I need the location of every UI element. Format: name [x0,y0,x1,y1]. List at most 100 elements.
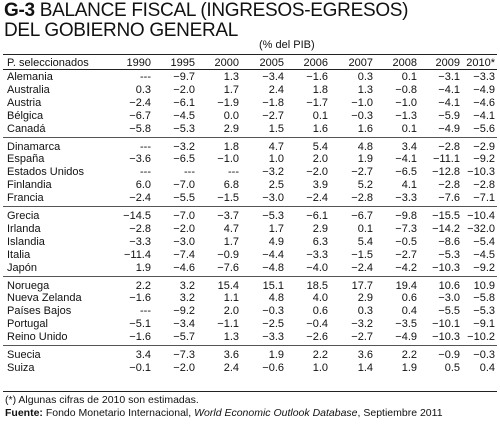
footnote: (*) Algunas cifras de 2010 son estimadas… [5,394,199,406]
value-cell: −2.4 [129,192,151,205]
value-cell: 5.4 [357,235,373,248]
value-cell: 6.8 [223,179,239,192]
year-header: 1995 [170,57,195,69]
value-cell: 1.4 [357,361,373,374]
value-cell: −2.7 [395,248,417,261]
value-cell: 3.6 [357,349,373,361]
value-cell: −9.2 [473,261,495,274]
table-row: Italia −11.4 −7.4 −0.9 −4.4 −3.3 −1.5 −2.7 −5.3−… [3,249,497,261]
country-name: Suiza [7,361,35,374]
value-cell: −4.6 [473,96,495,109]
table-row: Estados Unidos --- --- --- −3.2 −2.0 −2.7 −6.5 −… [3,166,497,178]
value-cell: −5.9 [438,109,460,122]
value-cell: 1.9 [268,349,284,361]
value-cell: −10.1 [432,318,460,331]
value-cell: −8.6 [438,235,460,248]
value-cell: 10.6 [438,279,460,292]
value-cell: 0.4 [479,361,495,374]
value-cell: −10.3 [432,261,460,274]
value-cell: −4.5 [173,109,195,122]
value-cell: −1.6 [129,331,151,344]
country-name: Nueva Zelanda [7,292,82,305]
table-row: Países Bajos --- −9.2 2.0 −0.3 0.6 0.3 0.4 −5.5−… [3,305,497,317]
source-database: World Economic Outlook Database [194,407,358,419]
value-cell: --- [140,166,151,179]
value-cell: −9.7 [173,71,195,83]
value-cell: 2.4 [223,361,239,374]
country-name: Reino Unido [7,331,68,344]
table-row: Alemania --- −9.7 1.3 −3.4 −1.6 0.3 0.1 −3.1 −3.3 [3,71,497,83]
value-cell: −3.5 [395,318,417,331]
year-header: 2000 [214,57,239,69]
value-cell: −10.2 [467,331,495,344]
group-separator [3,275,497,277]
country-name: Países Bajos [7,305,72,318]
value-cell: 1.5 [268,122,284,135]
value-cell: −7.0 [173,179,195,192]
value-cell: −0.8 [395,83,417,96]
value-cell: 3.9 [312,179,328,192]
value-cell: 2.9 [312,222,328,235]
country-name: Japón [7,261,37,274]
value-cell: 1.6 [357,122,373,135]
value-cell: −0.5 [395,235,417,248]
year-header: 2005 [259,57,284,69]
value-cell: 1.0 [268,153,284,166]
header-bottom-rule [3,69,497,70]
value-cell: −0.3 [351,109,373,122]
table-row: Reino Unido −1.6 −5.7 1.3 −3.3 −2.6 −2.7 −4.9 −1… [3,331,497,343]
value-cell: −4.1 [473,109,495,122]
value-cell: 0.6 [312,305,328,318]
value-cell: −7.3 [395,222,417,235]
value-cell: −3.2 [351,318,373,331]
table-row: Finlandia 6.0 −7.0 6.8 2.5 3.9 5.2 4.1 −2.8 −2.8 [3,179,497,191]
value-cell: −5.3 [173,122,195,135]
table-row: Bélgica −6.7 −4.5 0.0 −2.7 0.1 −0.3 −1.3 −5.9 −4.… [3,110,497,122]
value-cell: −9.2 [173,305,195,318]
value-cell: --- [140,71,151,83]
value-cell: −5.3 [473,305,495,318]
country-name: Australia [7,83,50,96]
value-cell: −4.1 [438,96,460,109]
value-cell: −7.6 [217,261,239,274]
value-cell: −4.4 [262,248,284,261]
value-cell: −1.3 [395,109,417,122]
table-row: Dinamarca --- −3.2 1.8 4.7 5.4 4.8 3.4 −2.8 −2.9 [3,141,497,153]
value-cell: 17.7 [351,279,373,292]
value-cell: −3.0 [262,192,284,205]
value-cell: 2.2 [401,349,417,361]
value-cell: −3.3 [473,71,495,83]
value-cell: −3.3 [306,248,328,261]
country-name: España [7,153,45,166]
value-cell: 18.5 [306,279,328,292]
value-cell: 19.4 [395,279,417,292]
value-cell: −0.3 [262,305,284,318]
value-cell: 1.7 [223,83,239,96]
country-name: Finlandia [7,179,52,192]
value-cell: −3.1 [438,71,460,83]
value-cell: −15.5 [432,210,460,222]
country-name: Estados Unidos [7,166,85,179]
value-cell: 1.8 [223,140,239,153]
value-cell: −4.9 [395,331,417,344]
country-name: Grecia [7,210,40,222]
value-cell: −3.2 [173,140,195,153]
value-cell: 3.4 [401,140,417,153]
value-cell: 4.7 [268,140,284,153]
value-cell: −7.0 [173,210,195,222]
value-cell: −5.4 [473,235,495,248]
value-cell: −3.7 [217,210,239,222]
value-cell: −2.7 [351,166,373,179]
value-cell: −1.1 [217,318,239,331]
value-cell: −3.3 [129,235,151,248]
value-cell: −1.7 [306,96,328,109]
value-cell: −1.0 [395,96,417,109]
year-header: 1990 [126,57,151,69]
value-cell: −14.2 [432,222,460,235]
table-row: Suecia 3.4 −7.3 3.6 1.9 2.2 3.6 2.2 −0.9 −0.3 [3,349,497,361]
value-cell: 2.2 [135,279,151,292]
value-cell: −9.8 [395,210,417,222]
table-row: Francia −2.4 −5.5 −1.5 −3.0 −2.4 −2.8 −3.3 −7.6−… [3,192,497,204]
value-cell: −4.1 [395,153,417,166]
year-header: 2008 [392,57,417,69]
